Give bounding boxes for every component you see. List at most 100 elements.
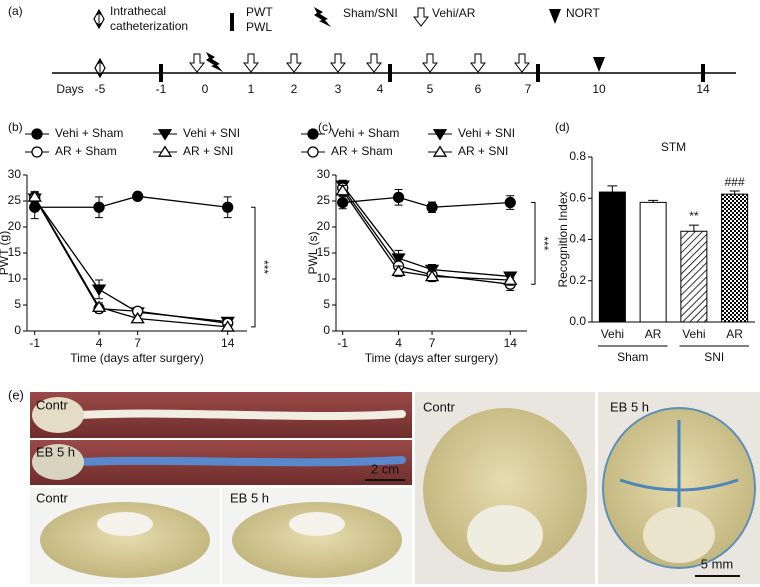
pwt-icon bbox=[701, 64, 705, 82]
nort-icon bbox=[549, 9, 561, 24]
series-line bbox=[342, 190, 511, 281]
y-axis-label: Recognition Index bbox=[556, 191, 570, 287]
series-line bbox=[342, 187, 511, 285]
significance: ** bbox=[689, 209, 699, 223]
marker bbox=[131, 190, 144, 202]
y-axis-label: PWT (g) bbox=[0, 231, 11, 275]
y-tick-label: 20 bbox=[8, 219, 22, 233]
legend-marker bbox=[157, 129, 173, 141]
marker bbox=[91, 284, 107, 297]
legend-text: catheterization bbox=[110, 19, 188, 33]
group-label: Sham bbox=[617, 350, 648, 364]
marker bbox=[222, 201, 234, 213]
spinal-cord-blue bbox=[76, 456, 406, 467]
scale-label: 2 cm bbox=[371, 461, 399, 476]
legend-text: PWT bbox=[246, 5, 273, 19]
legend-text: NORT bbox=[566, 6, 600, 20]
treatment-icon bbox=[242, 53, 260, 73]
x-tick-label: 4 bbox=[96, 336, 103, 350]
x-tick-label: 7 bbox=[134, 336, 141, 350]
marker bbox=[130, 311, 145, 324]
x-axis-label: Time (days after surgery) bbox=[70, 351, 204, 365]
day-label: -1 bbox=[156, 82, 167, 96]
y-tick-label: 15 bbox=[317, 245, 331, 259]
series-line bbox=[342, 185, 511, 278]
legend-marker bbox=[157, 145, 173, 157]
significance-bracket bbox=[251, 206, 256, 328]
legend-text: AR + SNI bbox=[458, 144, 508, 158]
photo-label: Contr bbox=[36, 397, 68, 412]
day-label: 10 bbox=[592, 82, 606, 96]
series-line bbox=[34, 195, 228, 208]
legend-text: Vehi + Sham bbox=[331, 126, 399, 140]
x-tick-label: Vehi bbox=[601, 327, 624, 341]
legend-text: Vehi/AR bbox=[432, 6, 476, 20]
day-label: 4 bbox=[377, 82, 384, 96]
legend-text: Vehi + SNI bbox=[458, 126, 515, 140]
photos: (e) Contr EB 5 h Contr EB 5 h Contr EB 5… bbox=[8, 387, 760, 584]
legend-marker bbox=[432, 129, 448, 141]
day-label: 2 bbox=[291, 82, 298, 96]
panel-label: (d) bbox=[555, 120, 570, 134]
marker bbox=[220, 320, 235, 332]
x-tick-label: AR bbox=[726, 327, 743, 341]
y-tick-label: 5 bbox=[323, 297, 330, 311]
y-tick-label: 30 bbox=[8, 167, 22, 181]
day-label: 1 bbox=[248, 82, 255, 96]
y-tick-label: 0.6 bbox=[569, 190, 586, 204]
bar bbox=[598, 191, 626, 323]
y-tick-label: 25 bbox=[317, 193, 331, 207]
y-tick-label: 5 bbox=[14, 297, 21, 311]
axis-label: Days bbox=[56, 82, 83, 96]
treatment-icon bbox=[513, 53, 531, 73]
panel-label: (c) bbox=[318, 120, 332, 134]
pwt-icon bbox=[159, 64, 163, 82]
treatment-icon bbox=[469, 53, 487, 73]
photo-label: Contr bbox=[423, 399, 455, 414]
cerebellum bbox=[467, 505, 543, 565]
y-axis-label: PWL (s) bbox=[306, 232, 320, 275]
series-line bbox=[34, 198, 228, 323]
series-line bbox=[34, 196, 228, 328]
day-label: 14 bbox=[696, 82, 710, 96]
legend-text: AR + Sham bbox=[331, 144, 393, 158]
marker bbox=[504, 196, 516, 209]
panel-label: (a) bbox=[8, 4, 23, 18]
x-tick-label: -1 bbox=[29, 336, 40, 350]
legend-marker bbox=[307, 128, 319, 140]
legend-text: Vehi + SNI bbox=[183, 126, 240, 140]
treatment-icon bbox=[329, 53, 347, 73]
legend-marker bbox=[31, 146, 43, 158]
error-bar bbox=[688, 224, 699, 232]
marker bbox=[93, 201, 105, 213]
marker bbox=[503, 273, 518, 285]
bar bbox=[721, 193, 749, 323]
x-tick-label: 4 bbox=[395, 336, 402, 350]
surgery-icon bbox=[206, 52, 223, 72]
marker bbox=[391, 264, 406, 277]
spinal-cord bbox=[76, 409, 406, 420]
scale-label: 5 mm bbox=[701, 556, 734, 571]
marker bbox=[91, 300, 107, 312]
legend-marker bbox=[31, 128, 43, 140]
bar bbox=[680, 230, 708, 323]
legend-marker bbox=[432, 145, 448, 157]
y-tick-label: 10 bbox=[8, 271, 22, 285]
marker bbox=[335, 183, 350, 196]
series-line bbox=[342, 196, 511, 208]
treatment-icon bbox=[285, 53, 303, 73]
significance: *** bbox=[257, 260, 271, 274]
x-tick-label: 14 bbox=[504, 336, 518, 350]
catheter-icon bbox=[96, 11, 102, 27]
photo-label: EB 5 h bbox=[36, 444, 75, 459]
y-tick-label: 30 bbox=[317, 167, 331, 181]
pwt-icon bbox=[388, 64, 392, 82]
significance: *** bbox=[537, 236, 551, 250]
photo-label: EB 5 h bbox=[230, 490, 269, 505]
cerebellum bbox=[643, 507, 715, 563]
photo-label: EB 5 h bbox=[610, 399, 649, 414]
treatment-icon bbox=[412, 7, 430, 27]
y-tick-label: 20 bbox=[317, 219, 331, 233]
marker bbox=[426, 201, 438, 213]
